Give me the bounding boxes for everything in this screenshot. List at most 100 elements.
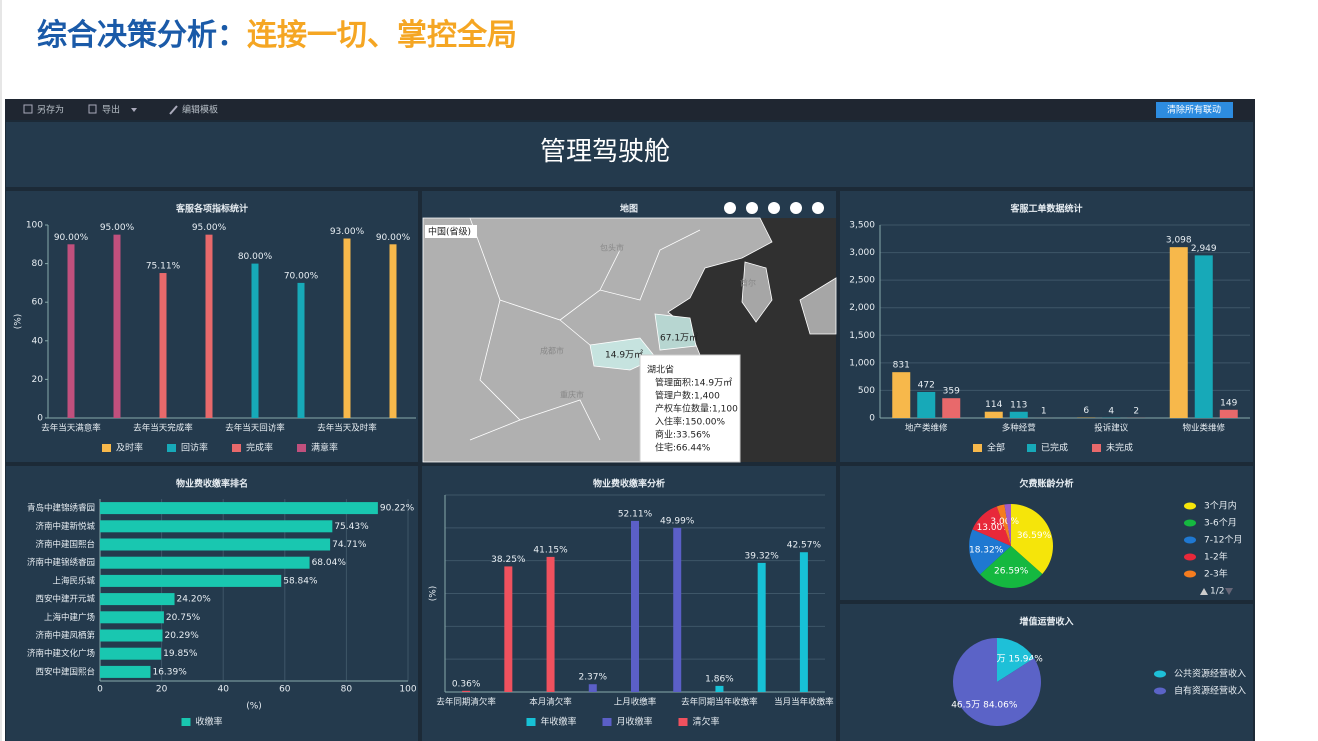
data-label: 52.11%	[618, 509, 653, 519]
bar	[159, 273, 167, 418]
x-tick-label: 多种经营	[1002, 423, 1036, 434]
tooltip-line: 商业:33.56%	[655, 429, 711, 441]
chart-title: 欠费账龄分析	[1019, 478, 1073, 490]
legend-swatch	[1154, 670, 1166, 678]
data-label: 18.32%	[969, 546, 1004, 556]
data-label: 93.00%	[330, 227, 365, 237]
data-label: 90.22%	[380, 504, 415, 514]
legend-label: 7-12个月	[1204, 535, 1242, 546]
map-land[interactable]	[741, 261, 773, 323]
data-label: 42.57%	[787, 541, 822, 551]
legend-swatch	[1092, 444, 1101, 452]
x-tick-label: 去年同期当年收缴率	[681, 697, 758, 708]
data-label: 8.82万 15.94%	[977, 654, 1044, 664]
tooltip-line: 管理户数:1,400	[655, 390, 720, 402]
y-tick-label: 1,500	[849, 331, 875, 341]
edit-template-button[interactable]: 编辑模板	[182, 104, 218, 116]
bar	[100, 502, 378, 515]
bar	[100, 665, 151, 678]
legend-pager-prev[interactable]	[1200, 588, 1208, 595]
legend-pager-next[interactable]	[1225, 588, 1233, 595]
map-border	[469, 217, 701, 441]
data-label: 49.99%	[660, 516, 695, 526]
place-label: 包头市	[600, 243, 624, 253]
legend-label: 清欠率	[693, 716, 720, 728]
map-region-highlight[interactable]	[654, 313, 697, 351]
data-label: 70.00%	[284, 271, 319, 281]
y-tick-label: 0	[869, 414, 875, 424]
data-label: 90.00%	[376, 233, 411, 243]
y-tick-label: 济南中建凤栖第	[35, 630, 95, 641]
data-label: 113	[1010, 400, 1027, 410]
x-tick-label: 本月清欠率	[529, 697, 572, 708]
map-land[interactable]	[799, 277, 837, 335]
legend-swatch	[297, 444, 306, 452]
map-tool[interactable]	[812, 202, 824, 214]
data-label: 68.04%	[312, 558, 347, 568]
y-tick-label: 3,000	[849, 248, 875, 258]
x-tick-label: 60	[279, 685, 291, 695]
pie-slice	[997, 638, 1035, 682]
bar	[100, 556, 310, 569]
pie-slice	[996, 504, 1011, 546]
y-tick-label: 青岛中建锦绣睿园	[27, 503, 95, 514]
data-label: 114	[985, 400, 1002, 410]
bar	[67, 244, 75, 418]
export-icon	[88, 104, 97, 114]
place-label: 重庆市	[560, 390, 584, 400]
y-tick-label: 2,500	[849, 276, 875, 286]
data-label: 0.36%	[452, 679, 481, 689]
bar	[917, 391, 936, 418]
data-label: 95.00%	[100, 223, 135, 233]
map-tool[interactable]	[768, 202, 780, 214]
legend-label: 公共资源经营收入	[1174, 668, 1246, 680]
map-tool[interactable]	[724, 202, 736, 214]
map-level-box	[425, 225, 477, 238]
header-panel	[6, 122, 1253, 187]
map-tool[interactable]	[746, 202, 758, 214]
bar	[251, 263, 259, 418]
toolbar	[5, 99, 1255, 120]
title-part: 综合决策分析：	[37, 18, 247, 53]
data-label: 2.37%	[578, 673, 607, 683]
pie-slice	[1004, 504, 1011, 546]
tooltip-line: 产权车位数量:1,100	[655, 403, 738, 415]
data-label: 3.00%	[990, 517, 1019, 527]
map-tool[interactable]	[790, 202, 802, 214]
bar	[631, 520, 639, 692]
x-tick-label: 去年当天回访率	[225, 423, 285, 434]
save-as-button[interactable]: 另存为	[37, 104, 64, 116]
pie-slice	[980, 546, 1043, 588]
clear-links-button[interactable]	[1156, 102, 1233, 118]
data-label: 20.29%	[164, 631, 199, 641]
bar	[546, 556, 555, 692]
data-label: 74.71%	[332, 540, 367, 550]
data-label: 95.00%	[192, 223, 227, 233]
bar	[343, 238, 351, 418]
data-label: 38.25%	[491, 555, 526, 565]
legend-swatch	[181, 718, 191, 726]
chart-panel	[840, 191, 1253, 462]
dropdown-arrow[interactable]	[131, 108, 137, 112]
y-axis-label: (%)	[429, 586, 439, 602]
legend-label: 2-3年	[1204, 568, 1228, 580]
legend-swatch	[1184, 536, 1196, 544]
tooltip-title: 湖北省	[647, 364, 674, 376]
x-tick-label: 去年同期清欠率	[436, 697, 496, 708]
bar	[1169, 247, 1188, 418]
bar	[100, 611, 164, 624]
x-tick-label: 去年当天及时率	[317, 423, 377, 434]
clear-links-label[interactable]: 清除所有联动	[1167, 104, 1221, 116]
y-tick-label: 西安中建开元城	[35, 594, 95, 605]
chart-title: 物业费收缴率排名	[176, 478, 248, 490]
bar	[100, 574, 282, 587]
data-label: 20.75%	[166, 613, 201, 623]
pie-slice	[969, 529, 1011, 575]
save-icon	[23, 104, 33, 114]
legend-swatch	[1027, 444, 1036, 452]
y-tick-label: 济南中建国熙台	[35, 539, 95, 550]
export-button[interactable]: 导出	[102, 104, 120, 116]
y-tick-label: 3,500	[849, 221, 875, 231]
map-tooltip: 湖北省 管理面积:14.9万㎡ 管理户数:1,400 产权车位数量:1,100 …	[639, 354, 741, 463]
